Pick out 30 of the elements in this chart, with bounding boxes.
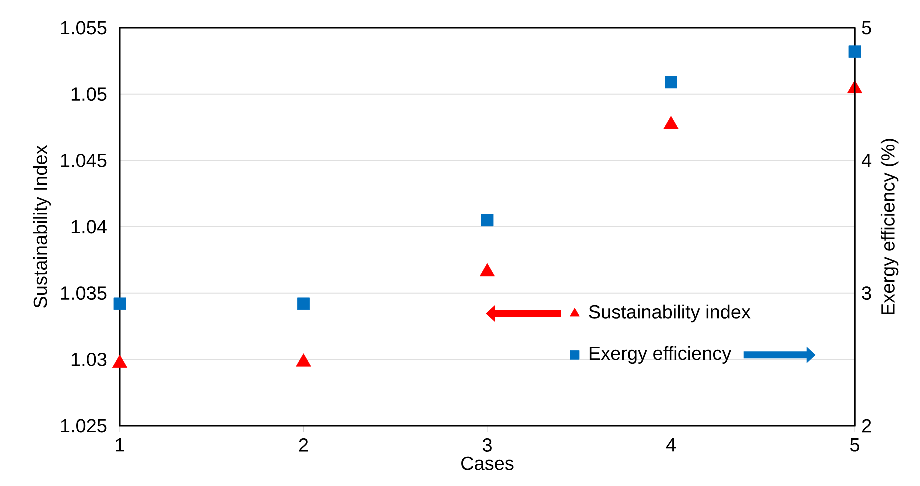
point: [296, 354, 312, 367]
y2-tick-label: 2: [862, 419, 872, 433]
y-tick-label: 1.035: [61, 286, 107, 300]
y2-axis-title: Exergy efficiency (%): [880, 139, 899, 314]
x-tick-label: 1: [116, 438, 124, 452]
y-tick-label: 1.05: [72, 88, 107, 102]
x-tick-label: 2: [299, 438, 308, 452]
point: [298, 298, 310, 310]
y-tick-label: 1.04: [72, 220, 107, 234]
point: [664, 116, 679, 130]
point: [665, 76, 678, 89]
x-tick-label: 3: [482, 438, 492, 452]
point: [480, 263, 496, 277]
y2-tick-label: 5: [862, 21, 872, 35]
point: [112, 354, 128, 368]
y2-tick-label: 4: [862, 154, 872, 168]
legend-label: Exergy efficiency: [590, 346, 732, 364]
legend-label: Sustainability index: [589, 304, 751, 323]
x-axis-title: Cases: [462, 456, 514, 470]
y-axis-title: Sustainability Index: [33, 145, 52, 308]
point: [114, 298, 126, 310]
y-tick-label: 1.055: [61, 21, 107, 35]
x-tick-label: 5: [850, 438, 860, 452]
y-tick-label: 1.045: [61, 154, 107, 168]
x-tick-label: 4: [666, 438, 676, 452]
point: [848, 46, 862, 58]
y-tick-label: 1.03: [72, 352, 107, 366]
y2-tick-label: 3: [862, 286, 872, 300]
point: [481, 214, 494, 227]
y-tick-label: 1.025: [61, 419, 107, 433]
